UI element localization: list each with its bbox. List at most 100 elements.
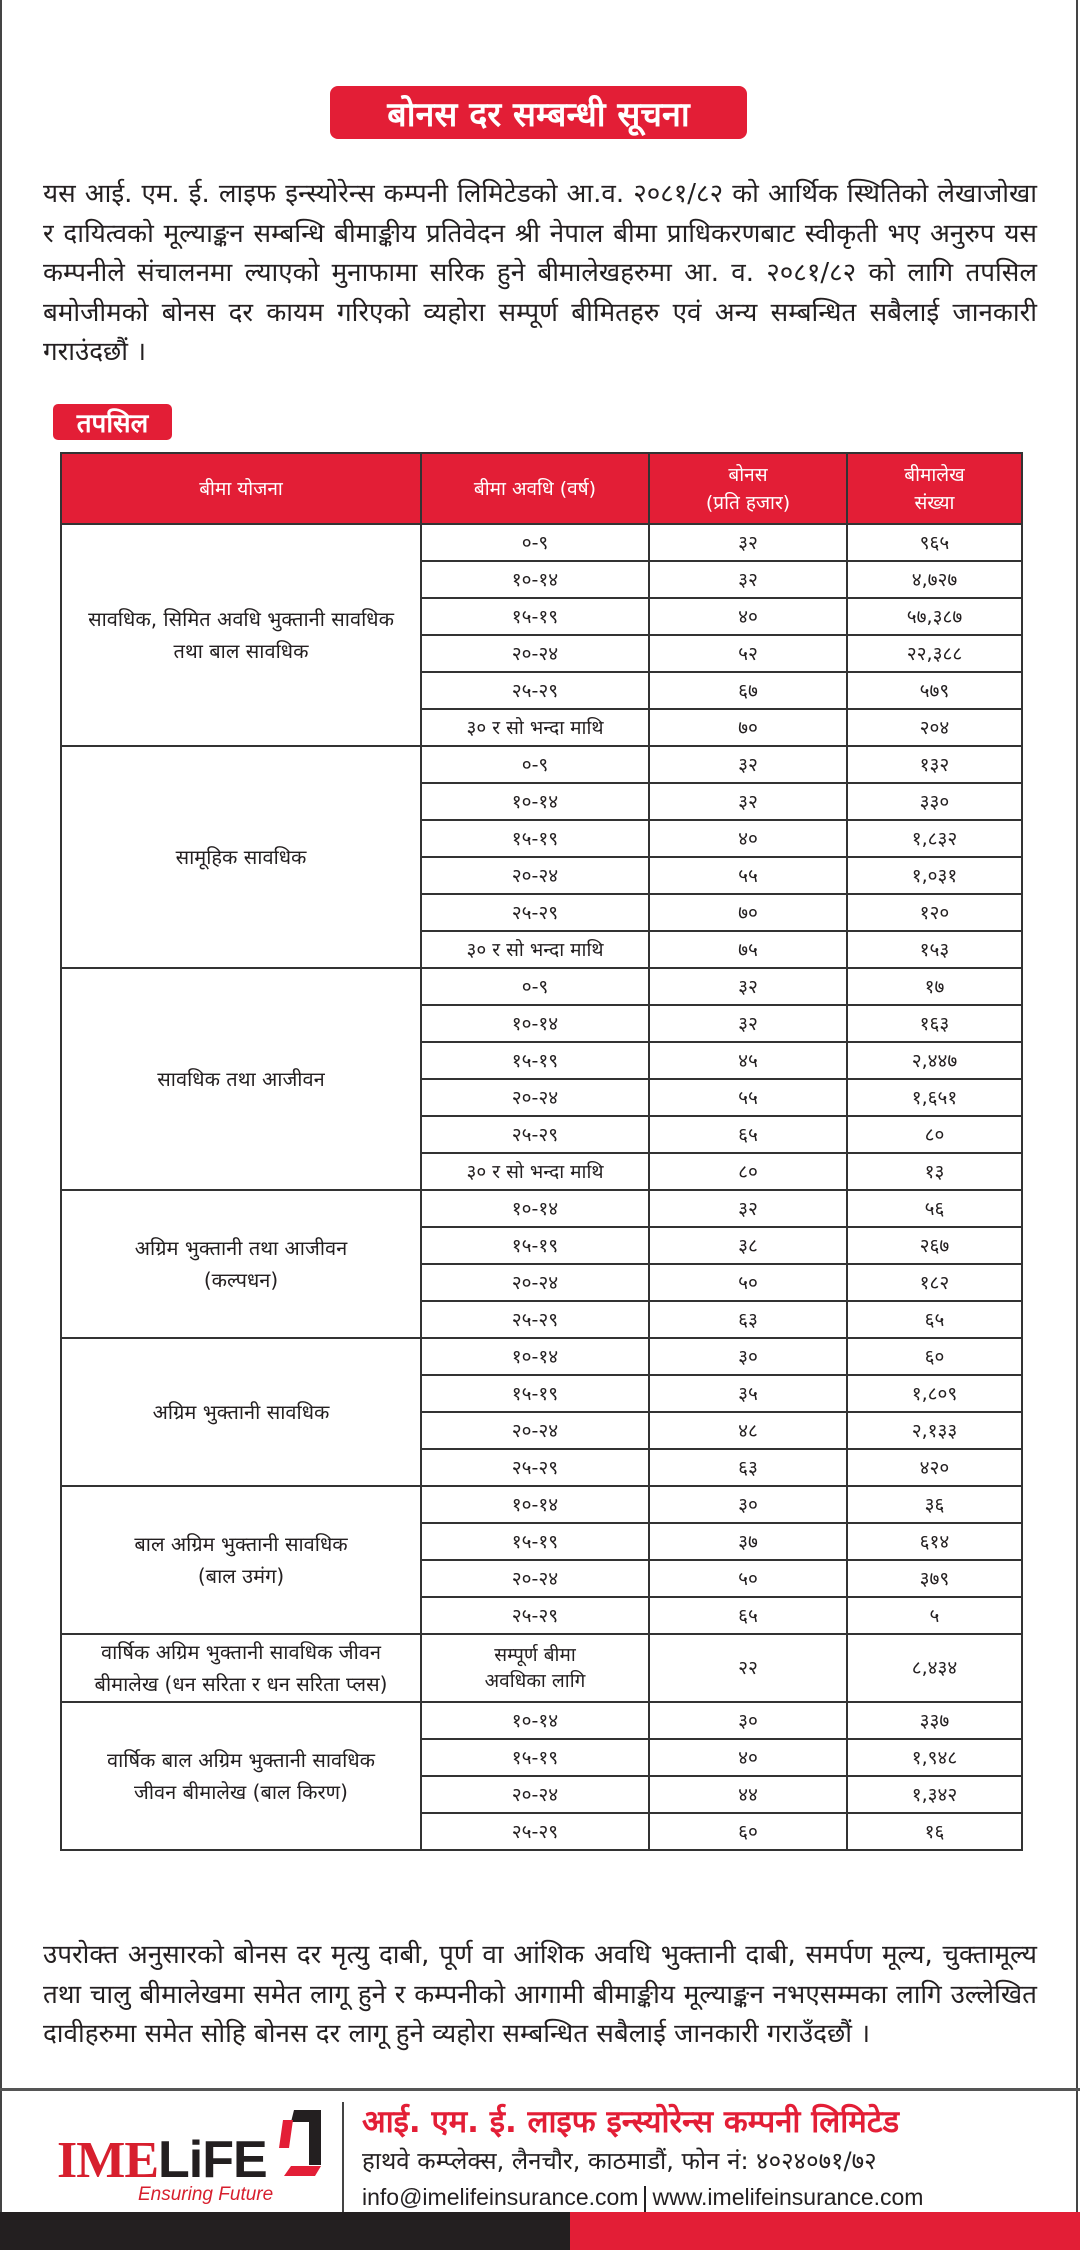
- closing-paragraph: उपरोक्त अनुसारको बोनस दर मृत्यु दाबी, पू…: [43, 1940, 1037, 2049]
- bonus-cell: ३२: [648, 1189, 848, 1228]
- plan-name-line: जीवन बीमालेख (बाल किरण): [134, 1780, 348, 1804]
- policy-count-cell: १,३४२: [846, 1775, 1023, 1814]
- term-cell: २०-२४: [420, 634, 650, 673]
- term-cell: १५-१९: [420, 1226, 650, 1265]
- website-link[interactable]: www.imelifeinsurance.com: [652, 2184, 924, 2210]
- table-row: ३० र सो भन्दा माथि ८० १३: [61, 1152, 1023, 1191]
- term-cell: १०-१४: [420, 1701, 650, 1740]
- bonus-cell: ५०: [648, 1559, 848, 1598]
- table-row: अग्रिम भुक्तानी सावधिक १०-१४ ३० ६०: [60, 1337, 1023, 1487]
- bonus-cell: ३२: [648, 523, 848, 562]
- term-cell: १५-१९: [420, 1041, 650, 1080]
- bonus-cell: ३०: [648, 1485, 848, 1524]
- table-row: २०-२४ ४४ १,३४२: [61, 1775, 1023, 1814]
- policy-count-cell: ४,७२७: [846, 560, 1023, 599]
- bonus-cell: ५२: [648, 634, 848, 673]
- table-row: बाल अग्रिम भुक्तानी सावधिक (बाल उमंग) १०-१…: [60, 1485, 1023, 1635]
- policy-count-cell: ६०: [846, 1337, 1023, 1376]
- table-row: १५-१९ ४५ २,४४७: [61, 1041, 1023, 1080]
- policy-count-cell: १६: [846, 1812, 1023, 1851]
- term-cell: १५-१९: [420, 597, 650, 636]
- logo-mark-icon: [279, 2110, 321, 2176]
- policy-count-cell: ३३०: [846, 782, 1023, 821]
- policy-count-cell: ६५: [846, 1300, 1023, 1339]
- header-plan: बीमा योजना: [60, 452, 422, 525]
- table-row: १०-१४ ३२ १६३: [61, 1004, 1023, 1043]
- bonus-cell: ३२: [648, 560, 848, 599]
- header-plan-label: बीमा योजना: [199, 477, 283, 500]
- company-address: हाथवे कम्प्लेक्स, लैनचौर, काठमाडौं, फोन …: [362, 2147, 877, 2175]
- term-cell: १०-१४: [420, 1189, 650, 1228]
- plan-name-line: तथा बाल सावधिक: [173, 639, 309, 663]
- policy-count-cell: १३: [846, 1152, 1023, 1191]
- policy-count-cell: ८०: [846, 1115, 1023, 1154]
- table-row: २०-२४ ५२ २२,३८८: [61, 634, 1023, 673]
- term-cell: २०-२४: [420, 1775, 650, 1814]
- term-cell: ३० र सो भन्दा माथि: [420, 1152, 650, 1191]
- plan-name-line: वार्षिक बाल अग्रिम भुक्तानी सावधिक: [107, 1748, 375, 1772]
- term-cell: ०-९: [420, 745, 650, 784]
- plan-name-line: सामूहिक सावधिक: [175, 845, 307, 869]
- plan-name-line: सावधिक, सिमित अवधि भुक्तानी सावधिक: [88, 607, 394, 631]
- table-row: सावधिक तथा आजीवन ०-९ ३२ १७: [60, 967, 1023, 1191]
- term-cell: १०-१४: [420, 1004, 650, 1043]
- bonus-cell: ३८: [648, 1226, 848, 1265]
- plan-name-line: बीमालेख (धन सरिता र धन सरिता प्लस): [94, 1672, 388, 1696]
- policy-count-cell: २६७: [846, 1226, 1023, 1265]
- header-term: बीमा अवधि (वर्ष): [420, 452, 650, 525]
- bonus-cell: ६३: [648, 1448, 848, 1487]
- bonus-cell: ५०: [648, 1263, 848, 1302]
- policy-count-cell: ३७९: [846, 1559, 1023, 1598]
- term-cell: १५-१९: [420, 819, 650, 858]
- plan-name-line: सावधिक तथा आजीवन: [157, 1067, 325, 1091]
- policy-count-cell: १,९४८: [846, 1738, 1023, 1777]
- term-cell: सम्पूर्ण बीमा अवधिका लागि: [420, 1633, 650, 1703]
- plan-name-line: वार्षिक अग्रिम भुक्तानी सावधिक जीवन: [100, 1640, 382, 1664]
- plan-name-cell: अग्रिम भुक्तानी सावधिक: [60, 1337, 422, 1487]
- policy-count-cell: ३३७: [846, 1701, 1023, 1740]
- table-row: १५-१९ ४० ५७,३८७: [61, 597, 1023, 636]
- policy-count-cell: २,४४७: [846, 1041, 1023, 1080]
- policy-count-cell: २,१३३: [846, 1411, 1023, 1450]
- term-cell: २०-२४: [420, 1559, 650, 1598]
- table-row: १५-१९ ३७ ६१४: [61, 1522, 1023, 1561]
- term-cell: २५-२९: [420, 1448, 650, 1487]
- table-row: २०-२४ ४८ २,१३३: [61, 1411, 1023, 1450]
- ime-life-logo: IMELiFE Ensuring Future: [53, 2110, 328, 2205]
- policy-count-cell: ५: [846, 1596, 1023, 1635]
- table-row: वार्षिक अग्रिम भुक्तानी सावधिक जीवन बीमाल…: [60, 1633, 1023, 1703]
- term-cell: २५-२९: [420, 1115, 650, 1154]
- table-row: २५-२९ ६३ ४२०: [61, 1448, 1023, 1487]
- term-cell: ३० र सो भन्दा माथि: [420, 930, 650, 969]
- plan-name-line: बाल अग्रिम भुक्तानी सावधिक: [134, 1532, 348, 1556]
- term-cell: १०-१४: [420, 1337, 650, 1376]
- bonus-cell: ७०: [648, 708, 848, 747]
- table-row: २५-२९ ७० १२०: [61, 893, 1023, 932]
- footer-divider: [0, 2088, 1080, 2091]
- term-cell: ०-९: [420, 967, 650, 1006]
- plan-name-cell: बाल अग्रिम भुक्तानी सावधिक (बाल उमंग): [60, 1485, 422, 1635]
- term-cell: ०-९: [420, 523, 650, 562]
- table-row: १५-१९ ४० १,९४८: [61, 1738, 1023, 1777]
- email-link[interactable]: info@imelifeinsurance.com: [362, 2184, 639, 2210]
- policy-count-cell: १२०: [846, 893, 1023, 932]
- plan-name-cell: वार्षिक अग्रिम भुक्तानी सावधिक जीवन बीमाल…: [60, 1633, 422, 1703]
- bonus-cell: ३२: [648, 782, 848, 821]
- bonus-cell: ३२: [648, 745, 848, 784]
- plan-name-line: (कल्पधन): [203, 1268, 279, 1292]
- table-row: अग्रिम भुक्तानी तथा आजीवन (कल्पधन) १०-१४ ३२…: [60, 1189, 1023, 1339]
- table-row: २५-२९ ६० १६: [61, 1812, 1023, 1851]
- policy-count-cell: ४२०: [846, 1448, 1023, 1487]
- bonus-cell: ३२: [648, 1004, 848, 1043]
- footer-separator: [342, 2102, 344, 2214]
- bottom-bar-dark: [0, 2212, 570, 2250]
- bonus-cell: ८०: [648, 1152, 848, 1191]
- table-row: २५-२९ ६५ ८०: [61, 1115, 1023, 1154]
- table-row: २०-२४ ५५ १,६५१: [61, 1078, 1023, 1117]
- table-row: १५-१९ ४० १,८३२: [61, 819, 1023, 858]
- term-cell: ३० र सो भन्दा माथि: [420, 708, 650, 747]
- header-bonus-label: बोनस (प्रति हजार): [705, 463, 791, 514]
- policy-count-cell: १८२: [846, 1263, 1023, 1302]
- term-cell: २०-२४: [420, 1263, 650, 1302]
